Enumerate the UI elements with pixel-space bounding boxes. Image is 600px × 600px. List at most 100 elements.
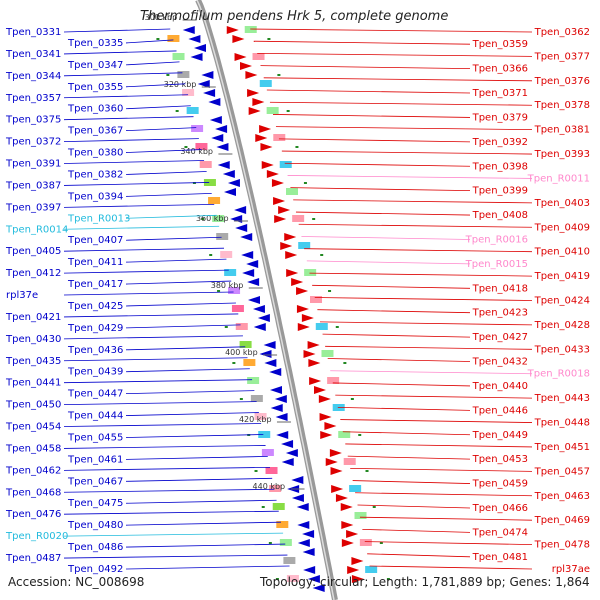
genome-stats-text: Topology: circular; Length: 1,781,889 bp… [260, 575, 590, 589]
plus-strand-gene-arrow [341, 521, 354, 529]
minus-strand-gene-arrow [297, 539, 310, 547]
label-leader-line [63, 532, 284, 537]
gc-marker [295, 146, 299, 148]
label-leader-line [125, 412, 259, 416]
gene-feature-label: Tpen_0411 [67, 257, 123, 268]
plus-strand-gene-arrow [324, 422, 337, 430]
feature-tracks [156, 26, 390, 592]
gene-feature-label: Tpen_0393 [534, 149, 590, 160]
label-leader-line [125, 324, 241, 329]
plus-strand-gene-arrow [286, 269, 299, 277]
gc-marker [277, 74, 281, 76]
functional-category-block [250, 395, 263, 402]
functional-category-block [220, 251, 233, 258]
scale-tick-label: 400 kbp [225, 348, 258, 357]
gene-feature-label: Tpen_0398 [472, 161, 528, 172]
gene-feature-label: Tpen_0378 [534, 100, 590, 111]
functional-category-block [272, 503, 285, 510]
gc-marker [201, 218, 205, 220]
minus-strand-gene-arrow [297, 521, 310, 529]
label-leader-line [345, 443, 533, 448]
label-leader-line [281, 150, 533, 155]
gene-feature-label: Tpen_0447 [67, 389, 123, 400]
label-leader-line [125, 192, 212, 197]
label-leader-line [367, 553, 471, 558]
scale-tick-label: 320 kbp [164, 80, 197, 89]
functional-category-block [252, 53, 265, 60]
rna-feature-label: Tpen_R0015 [465, 259, 528, 270]
label-leader-line [290, 187, 471, 192]
gene-feature-label: Tpen_0475 [67, 498, 123, 509]
gene-feature-label: Tpen_0468 [5, 487, 61, 498]
functional-category-block [195, 143, 208, 150]
gene-feature-label: Tpen_0463 [534, 491, 590, 502]
label-leader-line [295, 211, 471, 216]
functional-category-block [228, 287, 241, 294]
functional-category-block [279, 539, 292, 546]
label-leader-line [63, 50, 177, 55]
minus-strand-gene-arrow [182, 26, 195, 34]
minus-strand-gene-arrow [235, 224, 248, 232]
feature-labels: Tpen_0331 Tpen_0335 Tpen_0341 Tpen_0347 Tpen… [5, 27, 590, 575]
label-leader-line [125, 280, 232, 285]
genome-backbone-line [195, 0, 338, 600]
gene-feature-label: Tpen_0459 [472, 479, 528, 490]
functional-category-block [231, 305, 244, 312]
scale-tick-label: 420 kbp [239, 415, 272, 424]
plus-strand-gene-arrow [346, 530, 359, 538]
label-leader-line [63, 488, 275, 493]
gene-feature-label: Tpen_0376 [534, 76, 590, 87]
gene-feature-label: Tpen_0382 [67, 169, 123, 180]
label-leader-line [63, 466, 271, 471]
gc-marker [209, 254, 213, 256]
plus-strand-gene-arrow [297, 323, 310, 331]
gc-marker [175, 110, 179, 112]
label-leader-line [125, 149, 202, 153]
gene-feature-label: Tpen_0380 [67, 148, 123, 159]
minus-strand-gene-arrow [276, 431, 289, 439]
minus-strand-gene-arrow [248, 296, 261, 304]
gene-feature-label: Tpen_0335 [67, 38, 123, 49]
plus-strand-gene-arrow [247, 89, 260, 97]
label-leader-line [301, 236, 471, 240]
functional-category-block [304, 269, 317, 276]
gene-feature-label: Tpen_0462 [5, 465, 61, 476]
plus-strand-gene-arrow [330, 467, 343, 475]
gc-marker [268, 542, 272, 544]
gene-feature-label: Tpen_0394 [67, 191, 123, 202]
gc-marker [239, 398, 243, 400]
functional-category-block [224, 269, 237, 276]
gc-marker [386, 578, 390, 580]
gene-feature-label: Tpen_0366 [472, 64, 528, 75]
minus-strand-gene-arrow [208, 98, 221, 106]
functional-category-block [247, 377, 260, 384]
functional-category-block [259, 80, 272, 87]
label-leader-line [63, 445, 266, 449]
label-leader-line [304, 248, 533, 253]
minus-strand-gene-arrow [230, 215, 243, 223]
gene-feature-label: Tpen_0392 [472, 137, 528, 148]
gene-feature-label: Tpen_0451 [534, 442, 590, 453]
gc-marker [184, 146, 188, 148]
plus-strand-gene-arrow [274, 215, 287, 223]
gc-marker [303, 182, 307, 184]
minus-strand-gene-arrow [241, 251, 254, 259]
functional-category-block [310, 296, 323, 303]
minus-strand-gene-arrow [296, 503, 309, 511]
gene-feature-label: Tpen_0417 [67, 279, 123, 290]
label-leader-line [125, 390, 255, 395]
plus-strand-gene-arrow [232, 35, 245, 43]
gene-feature-label: Tpen_0430 [5, 334, 61, 345]
gene-feature-label: Tpen_0379 [472, 112, 528, 123]
gene-feature-label: Tpen_0492 [67, 564, 123, 575]
gene-feature-label: Tpen_0457 [534, 466, 590, 477]
functional-category-block [182, 89, 195, 96]
scale-tick-label: 360 kbp [196, 214, 229, 223]
label-leader-line [342, 431, 471, 436]
gene-feature-label: Tpen_0347 [67, 60, 123, 71]
minus-strand-gene-arrow [190, 53, 203, 61]
gene-feature-label: Tpen_0486 [67, 542, 123, 553]
gene-feature-label: Tpen_0428 [534, 320, 590, 331]
minus-strand-gene-arrow [224, 188, 237, 196]
functional-category-block [258, 431, 271, 438]
